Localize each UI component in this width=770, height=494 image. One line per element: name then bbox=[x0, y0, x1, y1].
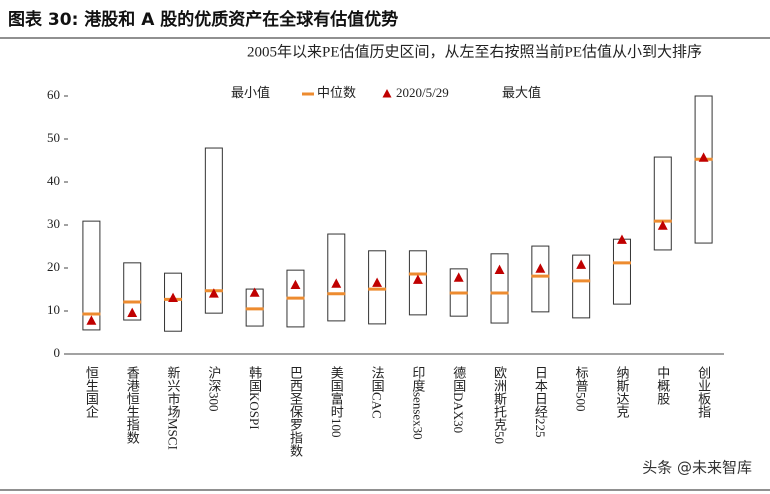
legend-label: 中位数 bbox=[317, 85, 356, 100]
current-mark bbox=[494, 264, 505, 274]
current-mark bbox=[127, 307, 138, 317]
current-mark bbox=[86, 315, 97, 325]
current-mark bbox=[576, 259, 587, 269]
y-tick-label: 30 bbox=[47, 216, 60, 231]
x-tick-label: 香港恒生指数 bbox=[125, 366, 140, 444]
current-mark bbox=[535, 263, 546, 273]
range-box bbox=[490, 253, 509, 324]
y-tick-label: 40 bbox=[47, 173, 60, 188]
range-box bbox=[694, 95, 713, 244]
current-mark bbox=[290, 279, 301, 290]
x-tick-label: 创业板指 bbox=[696, 366, 711, 418]
x-tick-label: 中概股 bbox=[655, 366, 670, 406]
range-box bbox=[164, 272, 183, 332]
legend-label: 最小值 bbox=[231, 85, 270, 100]
x-tick-label: 欧洲斯托克50 bbox=[492, 366, 507, 444]
range-box bbox=[408, 250, 427, 316]
range-box bbox=[327, 233, 346, 322]
x-tick-label: 印度sensex30 bbox=[410, 366, 425, 440]
y-tick-label: 10 bbox=[47, 302, 60, 317]
y-tick-label: 20 bbox=[47, 259, 60, 274]
current-mark bbox=[698, 152, 709, 162]
range-box bbox=[123, 262, 142, 321]
range-box bbox=[612, 238, 631, 305]
x-tick-label: 美国富时100 bbox=[329, 366, 344, 438]
legend-swatch bbox=[382, 89, 392, 98]
range-box bbox=[653, 156, 672, 251]
current-mark bbox=[331, 278, 342, 288]
current-mark bbox=[208, 288, 219, 298]
chart-title: 图表 30: 港股和 A 股的优质资产在全球有估值优势 bbox=[8, 9, 398, 30]
x-tick-label: 标普500 bbox=[574, 366, 589, 412]
chart-subtitle: 2005年以来PE估值历史区间，从左至右按照当前PE估值从小到大排序 bbox=[247, 43, 702, 60]
range-box bbox=[204, 147, 223, 314]
x-tick-label: 恒生国企 bbox=[84, 366, 99, 418]
range-box bbox=[368, 250, 387, 325]
range-box bbox=[572, 254, 591, 319]
legend-label: 2020/5/29 bbox=[396, 85, 449, 100]
y-tick-label: 50 bbox=[47, 130, 60, 145]
current-mark bbox=[412, 274, 423, 284]
x-tick-label: 新兴市场MSCI bbox=[166, 365, 181, 449]
range-box bbox=[531, 245, 550, 313]
x-tick-label: 德国DAX30 bbox=[451, 366, 466, 433]
x-tick-label: 韩国KOSPI bbox=[247, 366, 262, 430]
x-tick-label: 法国CAC bbox=[370, 366, 385, 419]
current-mark bbox=[453, 272, 464, 282]
x-tick-label: 纳斯达克 bbox=[614, 366, 629, 419]
current-mark bbox=[372, 277, 383, 287]
range-box bbox=[82, 220, 101, 331]
current-mark bbox=[168, 292, 178, 302]
current-mark bbox=[249, 287, 260, 297]
legend-label: 最大值 bbox=[502, 85, 541, 100]
watermark: 头条 @未来智库 bbox=[642, 459, 752, 477]
current-mark bbox=[617, 234, 627, 244]
y-tick-label: 60 bbox=[47, 87, 60, 102]
x-tick-label: 日本日经225 bbox=[533, 366, 548, 438]
x-tick-label: 巴西圣保罗指数 bbox=[288, 366, 303, 457]
current-mark bbox=[657, 220, 668, 230]
y-tick-label: 0 bbox=[54, 345, 61, 360]
x-tick-label: 沪深300 bbox=[206, 365, 221, 411]
